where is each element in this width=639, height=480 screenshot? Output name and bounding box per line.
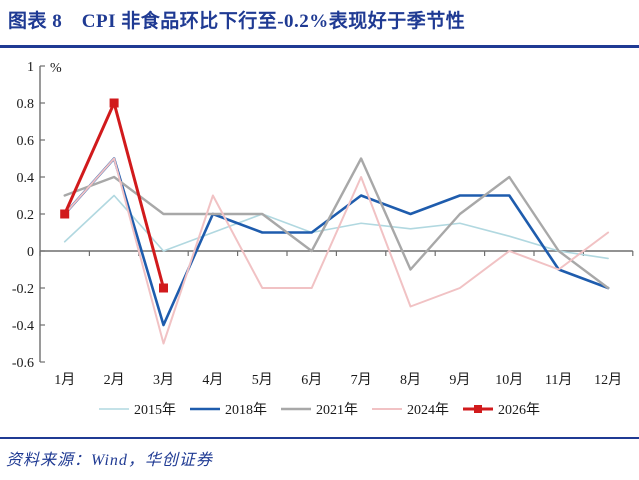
footer-divider-line: [0, 437, 639, 439]
y-axis-tick-label: 0.4: [17, 171, 35, 186]
x-axis-month-label: 8月: [400, 372, 421, 388]
x-axis-month-label: 6月: [301, 372, 322, 388]
y-axis-tick-label: 1: [27, 60, 34, 75]
legend-item-2015年: 2015年: [99, 399, 176, 419]
x-axis-month-label: 11月: [545, 372, 572, 388]
legend-swatch: [190, 407, 220, 411]
x-axis-month-label: 10月: [495, 372, 523, 388]
legend-item-2018年: 2018年: [190, 399, 267, 419]
x-axis-month-label: 1月: [54, 372, 75, 388]
x-axis-month-label: 3月: [153, 372, 174, 388]
legend-label: 2024年: [407, 403, 449, 418]
legend-label: 2021年: [316, 403, 358, 418]
y-axis-tick-label: -0.4: [12, 319, 34, 334]
source-note: 资料来源：Wind，华创证券: [6, 452, 213, 469]
x-axis-month-label: 9月: [449, 372, 470, 388]
chart-legend: 2015年 2018年 2021年 2024年 2026年: [0, 399, 639, 419]
y-axis-tick-label: -0.2: [12, 282, 34, 297]
figure-title: 图表 8 CPI 非食品环比下行至-0.2%表现好于季节性: [8, 11, 466, 32]
x-axis-month-label: 2月: [104, 372, 125, 388]
legend-item-2026年: 2026年: [463, 399, 540, 419]
legend-item-2021年: 2021年: [281, 399, 358, 419]
y-axis-tick-label: 0.6: [17, 134, 35, 149]
x-axis-month-label: 5月: [252, 372, 273, 388]
x-axis-month-label: 4月: [202, 372, 223, 388]
series-line-2021年: [63, 157, 610, 290]
series-marker-2026年: [60, 209, 70, 219]
y-axis-tick-label: 0.2: [17, 208, 35, 223]
y-axis-tick-label: 0: [27, 245, 34, 260]
legend-swatch: [463, 405, 493, 413]
x-axis-month-label: 7月: [351, 372, 372, 388]
series-line-2018年: [63, 157, 610, 327]
legend-item-2024年: 2024年: [372, 399, 449, 419]
legend-label: 2015年: [134, 403, 176, 418]
series-marker-2026年: [109, 98, 119, 108]
y-axis-unit-label: %: [50, 61, 62, 76]
y-axis-tick-label: 0.8: [17, 97, 35, 112]
title-divider-line: [0, 45, 639, 48]
series-line-2015年: [63, 194, 609, 260]
series-line-2024年: [63, 157, 610, 345]
x-axis-month-label: 12月: [594, 372, 622, 388]
legend-swatch: [99, 408, 129, 410]
series-marker-2026年: [159, 283, 168, 293]
legend-swatch: [372, 408, 402, 410]
y-axis-tick-label: -0.6: [12, 356, 34, 371]
legend-label: 2018年: [225, 403, 267, 418]
legend-swatch: [281, 407, 311, 411]
legend-label: 2026年: [498, 403, 540, 418]
